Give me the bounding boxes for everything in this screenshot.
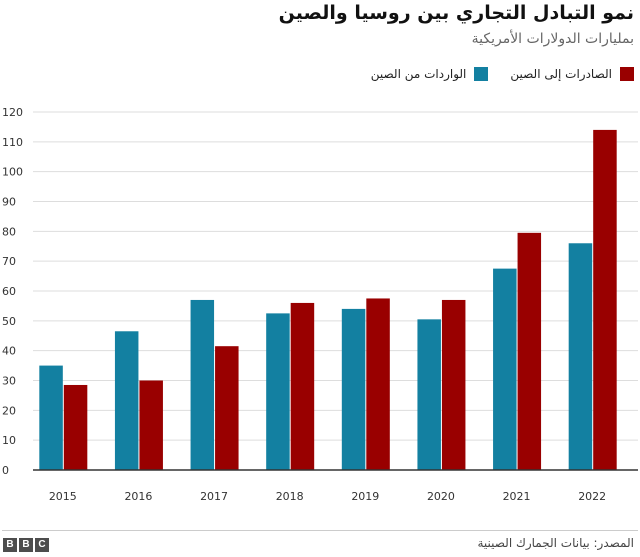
y-tick-label-110: 110 bbox=[2, 136, 23, 149]
x-tick-label-2015: 2015 bbox=[49, 490, 77, 503]
chart-title: نمو التبادل التجاري بين روسيا والصين bbox=[278, 2, 634, 24]
bar-imports-2017 bbox=[190, 299, 215, 470]
bar-imports-2021 bbox=[493, 268, 517, 470]
bar-imports-2020 bbox=[417, 319, 441, 470]
bar-exports-2021 bbox=[517, 232, 542, 470]
y-tick-label-80: 80 bbox=[2, 225, 16, 238]
bar-imports-2019 bbox=[341, 308, 366, 470]
source-note: المصدر: بيانات الجمارك الصينية bbox=[477, 536, 634, 550]
y-tick-label-50: 50 bbox=[2, 315, 16, 328]
chart-legend: الصادرات إلى الصين الواردات من الصين bbox=[349, 67, 634, 81]
y-tick-label-120: 120 bbox=[2, 106, 23, 119]
bar-exports-2018 bbox=[290, 302, 315, 470]
bar-exports-2017 bbox=[215, 346, 239, 470]
chart-subtitle: بمليارات الدولارات الأمريكية bbox=[471, 31, 634, 47]
bar-imports-2022 bbox=[568, 243, 593, 470]
bar-exports-2019 bbox=[366, 298, 390, 470]
y-tick-label-30: 30 bbox=[2, 375, 16, 388]
x-tick-label-2020: 2020 bbox=[427, 490, 455, 503]
legend-label-exports: الصادرات إلى الصين bbox=[510, 67, 612, 81]
bar-exports-2022 bbox=[593, 129, 617, 470]
y-tick-label-20: 20 bbox=[2, 404, 16, 417]
y-tick-label-10: 10 bbox=[2, 434, 16, 447]
bbc-logo-letter-1: B bbox=[3, 538, 17, 552]
y-tick-label-70: 70 bbox=[2, 255, 16, 268]
x-tick-label-2021: 2021 bbox=[503, 490, 531, 503]
bar-imports-2016 bbox=[114, 331, 139, 470]
bar-imports-2015 bbox=[39, 365, 63, 470]
bbc-logo-letter-3: C bbox=[35, 538, 49, 552]
bar-exports-2015 bbox=[63, 384, 88, 470]
bar-exports-2020 bbox=[441, 299, 466, 470]
bar-exports-2016 bbox=[139, 380, 163, 470]
x-tick-label-2022: 2022 bbox=[578, 490, 606, 503]
x-tick-label-2016: 2016 bbox=[124, 490, 152, 503]
legend-swatch-imports bbox=[474, 67, 489, 81]
bar-chart: 0 10 20 30 40 50 60 70 80 90 100 110 120 2015 2016 2017… bbox=[2, 106, 638, 503]
legend-item-exports: الصادرات إلى الصين bbox=[510, 67, 634, 81]
y-tick-label-90: 90 bbox=[2, 196, 16, 209]
bar-imports-2018 bbox=[266, 313, 290, 470]
footer-divider bbox=[2, 530, 638, 531]
legend-item-imports: الواردات من الصين bbox=[371, 67, 489, 81]
y-tick-label-60: 60 bbox=[2, 285, 16, 298]
bbc-logo: B B C bbox=[3, 538, 51, 552]
y-tick-label-40: 40 bbox=[2, 345, 16, 358]
bbc-logo-letter-2: B bbox=[19, 538, 33, 552]
x-tick-label-2018: 2018 bbox=[276, 490, 304, 503]
legend-label-imports: الواردات من الصين bbox=[370, 67, 467, 81]
x-tick-label-2017: 2017 bbox=[200, 490, 228, 503]
y-tick-label-100: 100 bbox=[2, 166, 23, 179]
x-tick-label-2019: 2019 bbox=[351, 490, 379, 503]
y-tick-label-0: 0 bbox=[2, 464, 9, 477]
legend-swatch-exports bbox=[620, 67, 634, 81]
